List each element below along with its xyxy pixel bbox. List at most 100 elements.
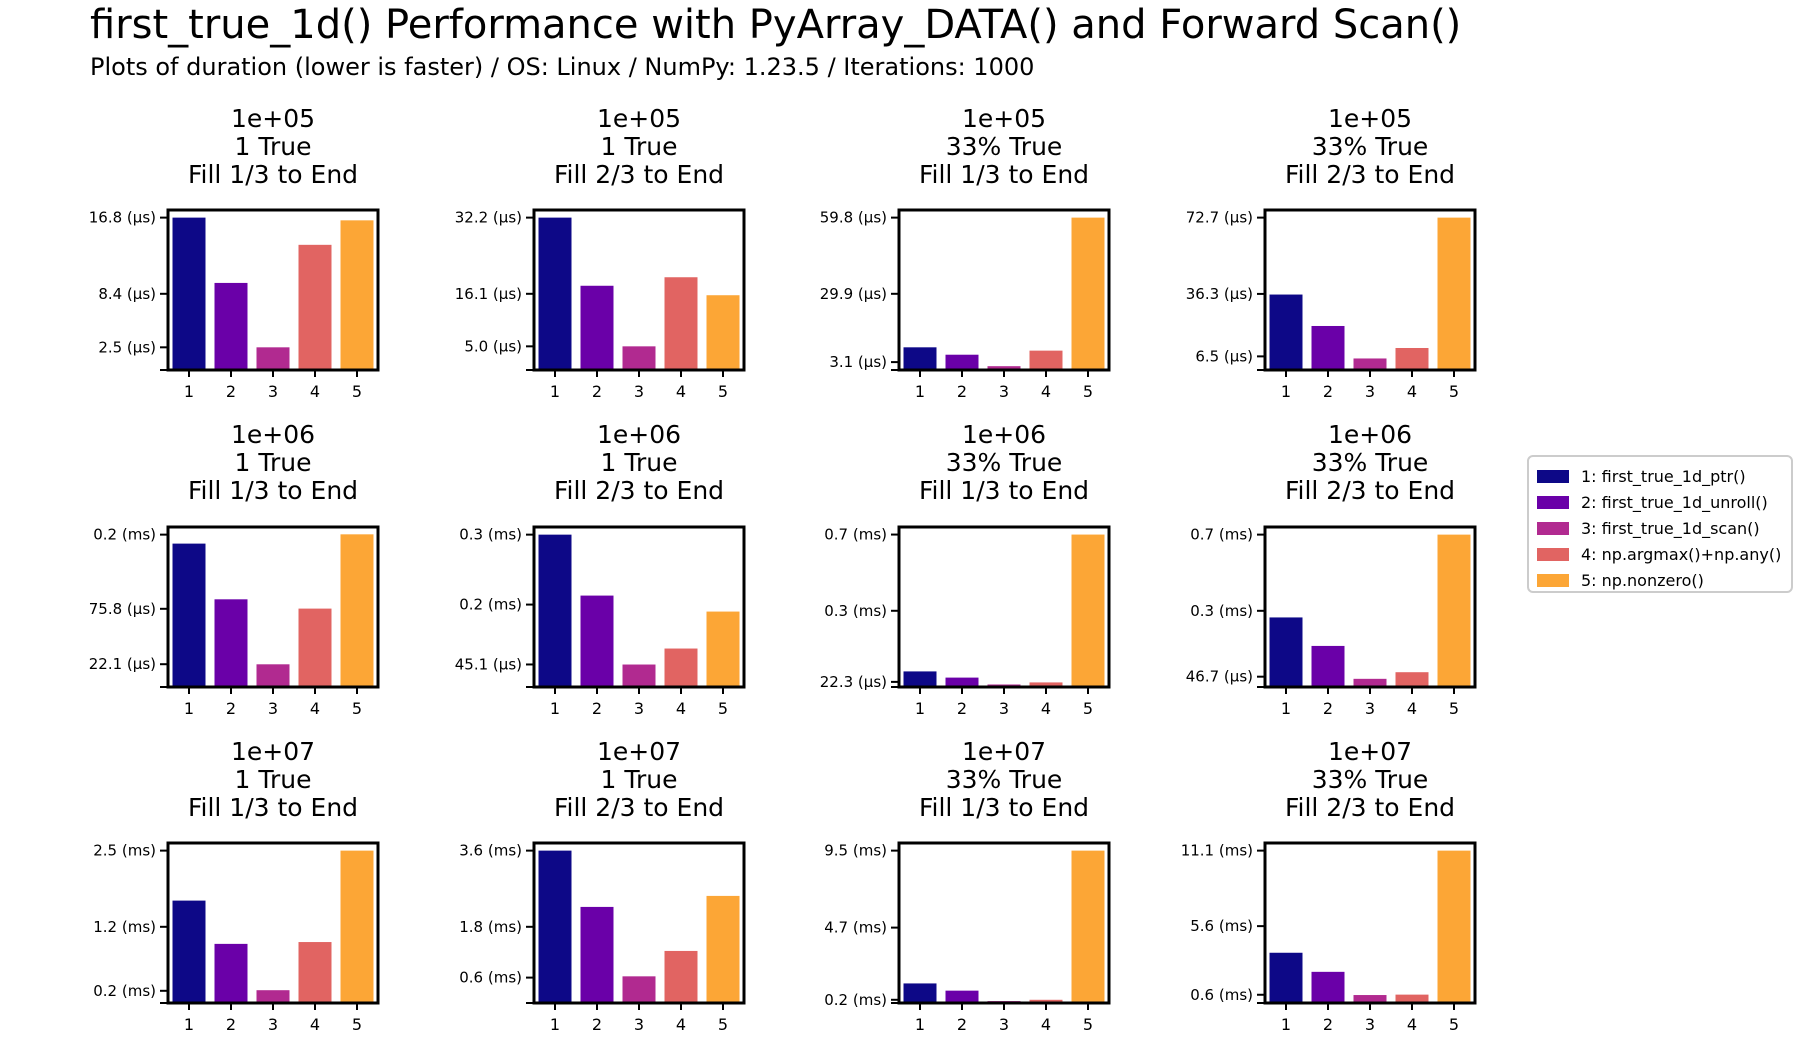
- x-tick-label: 3: [1365, 382, 1375, 401]
- panel-title-line: 33% True: [1311, 765, 1429, 794]
- y-tick-label: 0.2 (ms): [459, 596, 522, 614]
- y-tick-label: 22.1 (µs): [89, 655, 156, 673]
- panel-title-line: 1e+05: [230, 104, 316, 133]
- legend-swatch: [1537, 469, 1569, 483]
- x-tick-label: 3: [999, 699, 1009, 718]
- panel-title-line: Fill 2/3 to End: [553, 476, 725, 505]
- x-tick-label: 2: [592, 382, 602, 401]
- panel-title-line: Fill 2/3 to End: [1284, 160, 1456, 189]
- panel-title: 1e+05 1 True Fill 2/3 to End: [489, 105, 789, 189]
- panel-title: 1e+07 33% True Fill 1/3 to End: [854, 738, 1154, 822]
- figure-title: first_true_1d() Performance with PyArray…: [90, 2, 1462, 48]
- panel-title-line: Fill 2/3 to End: [1284, 476, 1456, 505]
- x-tick-label: 2: [957, 1015, 967, 1034]
- bar: [172, 900, 206, 1003]
- panel-title-line: 1 True: [600, 765, 678, 794]
- bar: [1029, 999, 1063, 1003]
- y-tick-label: 2.5 (µs): [98, 338, 156, 356]
- panel-title-line: Fill 1/3 to End: [187, 160, 359, 189]
- y-tick-label: 9.5 (ms): [824, 842, 887, 860]
- x-tick-label: 1: [915, 382, 925, 401]
- legend-item: 5: np.nonzero(): [1537, 567, 1783, 593]
- panel-title: 1e+07 33% True Fill 2/3 to End: [1220, 738, 1520, 822]
- bar: [1269, 617, 1303, 687]
- bar: [622, 976, 656, 1003]
- panel-title-line: 1 True: [234, 765, 312, 794]
- legend-label: 3: first_true_1d_scan(): [1581, 518, 1760, 538]
- bar: [1029, 350, 1063, 370]
- bar: [1071, 850, 1105, 1003]
- panel-title-line: Fill 2/3 to End: [553, 160, 725, 189]
- x-tick-label: 5: [352, 382, 362, 401]
- bar: [538, 534, 572, 687]
- bar: [214, 599, 248, 687]
- y-tick-label: 0.2 (ms): [824, 991, 887, 1009]
- panel-title: 1e+07 1 True Fill 1/3 to End: [123, 738, 423, 822]
- bar: [903, 671, 937, 687]
- y-tick-label: 72.7 (µs): [1186, 209, 1253, 227]
- panel-title-line: 1e+05: [1327, 104, 1413, 133]
- bar: [340, 220, 374, 370]
- x-tick-label: 2: [1323, 1015, 1333, 1034]
- bar: [622, 664, 656, 687]
- bar: [580, 285, 614, 370]
- y-tick-label: 0.2 (ms): [93, 526, 156, 544]
- x-tick-label: 3: [999, 382, 1009, 401]
- bar: [256, 990, 290, 1003]
- bar: [706, 895, 740, 1003]
- bar: [1353, 678, 1387, 687]
- bar: [945, 677, 979, 687]
- bar: [1269, 952, 1303, 1003]
- legend-item: 2: first_true_1d_unroll(): [1537, 489, 1783, 515]
- x-tick-label: 1: [550, 699, 560, 718]
- bar: [706, 295, 740, 370]
- legend-swatch: [1537, 547, 1569, 561]
- figure-subtitle: Plots of duration (lower is faster) / OS…: [90, 53, 1035, 81]
- panel-title-line: 33% True: [945, 448, 1063, 477]
- bar: [664, 648, 698, 687]
- y-tick-label: 3.1 (µs): [829, 353, 887, 371]
- bar: [256, 347, 290, 370]
- bar: [664, 277, 698, 370]
- x-tick-label: 5: [718, 699, 728, 718]
- legend-swatch: [1537, 521, 1569, 535]
- y-tick-label: 0.7 (ms): [824, 526, 887, 544]
- panel-title: 1e+05 33% True Fill 2/3 to End: [1220, 105, 1520, 189]
- x-tick-label: 5: [718, 382, 728, 401]
- bar: [945, 354, 979, 370]
- chart-legend: 1: first_true_1d_ptr() 2: first_true_1d_…: [1527, 455, 1793, 593]
- bar: [298, 244, 332, 370]
- x-tick-label: 5: [1083, 382, 1093, 401]
- legend-item: 4: np.argmax()+np.any(): [1537, 541, 1783, 567]
- legend-label: 2: first_true_1d_unroll(): [1581, 492, 1768, 512]
- x-tick-label: 3: [1365, 699, 1375, 718]
- bar: [1269, 294, 1303, 370]
- bar: [1395, 347, 1429, 370]
- y-tick-label: 16.1 (µs): [455, 285, 522, 303]
- bar: [538, 850, 572, 1003]
- y-tick-label: 29.9 (µs): [820, 285, 887, 303]
- x-tick-label: 1: [550, 382, 560, 401]
- x-tick-label: 3: [634, 699, 644, 718]
- bar: [298, 608, 332, 687]
- y-tick-label: 32.2 (µs): [455, 209, 522, 227]
- x-tick-label: 5: [1449, 699, 1459, 718]
- x-tick-label: 4: [310, 1015, 320, 1034]
- panel-title-line: 1 True: [234, 448, 312, 477]
- panel-title-line: 1e+06: [596, 420, 682, 449]
- panel-title-line: 33% True: [1311, 448, 1429, 477]
- bar: [580, 595, 614, 687]
- x-tick-label: 2: [226, 382, 236, 401]
- x-tick-label: 2: [957, 382, 967, 401]
- bar: [1353, 358, 1387, 370]
- x-tick-label: 3: [268, 382, 278, 401]
- y-tick-label: 11.1 (ms): [1181, 842, 1253, 860]
- legend-item: 1: first_true_1d_ptr(): [1537, 463, 1783, 489]
- x-tick-label: 1: [1281, 1015, 1291, 1034]
- bar: [1353, 995, 1387, 1003]
- y-tick-label: 1.8 (ms): [459, 918, 522, 936]
